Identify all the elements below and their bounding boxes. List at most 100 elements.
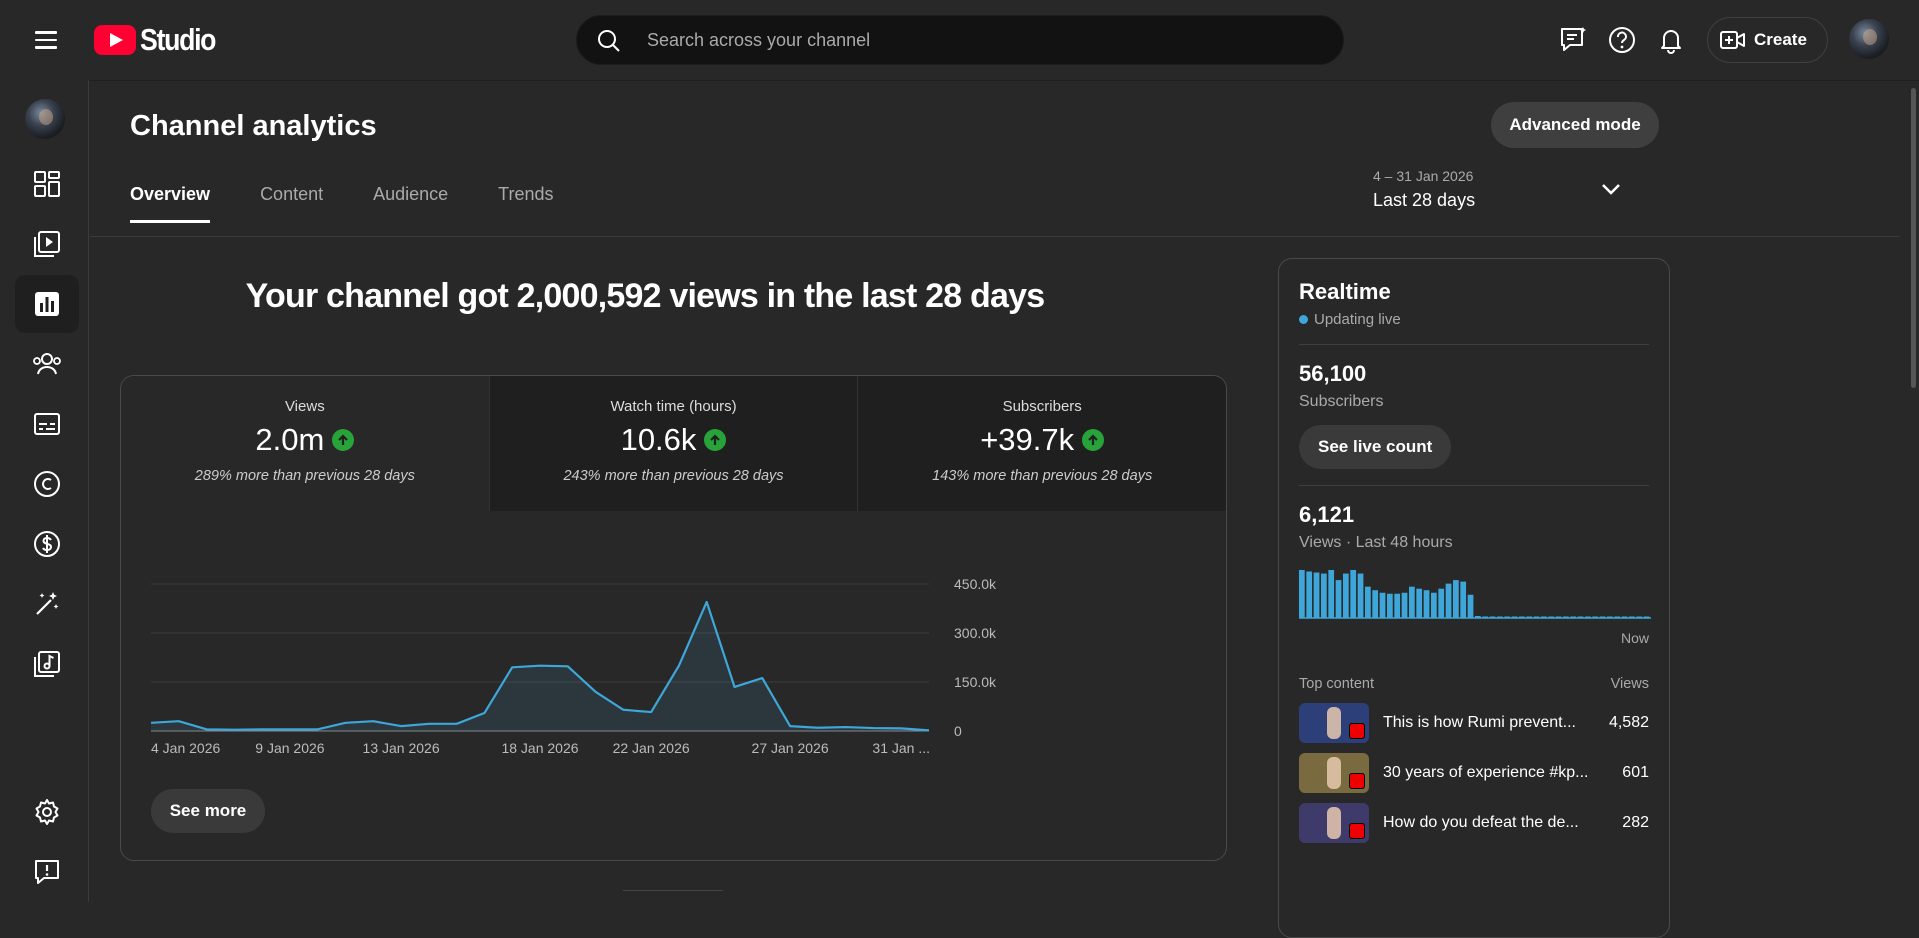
y-tick-label: 150.0k [954,674,997,690]
realtime-bar [1423,590,1430,618]
realtime-views-label: Views · Last 48 hours [1299,534,1453,551]
channel-avatar[interactable] [25,99,65,139]
realtime-bar [1416,588,1423,618]
hamburger-menu-icon[interactable] [28,22,64,58]
x-tick-label: 22 Jan 2026 [613,740,690,756]
sidebar [0,80,89,902]
realtime-bar [1394,593,1401,618]
metric-value: +39.7k [980,422,1075,457]
live-dot-icon [1299,315,1308,324]
metric-comparison: 289% more than previous 28 days [194,468,415,484]
x-tick-label: 13 Jan 2026 [363,740,440,756]
metric-label: Watch time (hours) [610,398,737,415]
x-tick-label: 27 Jan 2026 [752,740,829,756]
x-tick-label: 4 Jan 2026 [151,740,220,756]
community-icon [33,353,61,375]
realtime-subscribers-value: 56,100 [1299,361,1367,386]
realtime-bar [1299,570,1305,618]
logo-text: Studio [140,22,216,57]
realtime-bar [1445,583,1452,618]
date-range-dates: 4 – 31 Jan 2026 [1373,168,1474,184]
y-tick-label: 300.0k [954,625,997,641]
search-input[interactable] [647,16,1307,64]
sidebar-item-settings[interactable] [15,783,79,841]
advanced-mode-button[interactable]: Advanced mode [1491,102,1659,148]
notifications-bell-icon[interactable] [1655,24,1687,56]
analytics-tabs: Overview Content Audience Trends [130,184,554,223]
tab-overview[interactable]: Overview [130,184,211,223]
tab-content[interactable]: Content [260,184,324,204]
sidebar-item-dashboard[interactable] [15,155,79,213]
realtime-bar [1335,580,1342,618]
sidebar-item-feedback[interactable] [15,843,79,901]
realtime-bar [1409,586,1415,618]
top-content-item[interactable]: 30 years of experience #kp... 601 [1299,753,1649,793]
metric-value: 10.6k [620,422,697,457]
see-more-button[interactable]: See more [151,789,265,833]
views-headline: Your channel got 2,000,592 views in the … [245,277,1045,315]
page-title: Channel analytics [130,110,377,142]
realtime-bar [1401,592,1408,618]
feedback-icon [35,860,59,884]
shorts-icon [1349,773,1365,789]
metric-subscribers[interactable]: Subscribers +39.7k 143% more than previo… [858,376,1226,511]
help-icon[interactable] [1606,24,1638,56]
top-content-item[interactable]: How do you defeat the de... 282 [1299,803,1649,843]
sidebar-item-subtitles[interactable] [15,395,79,453]
search-bar[interactable] [576,15,1344,65]
shorts-icon [1349,823,1365,839]
video-title: How do you defeat the de... [1383,814,1579,831]
metric-watch-time[interactable]: Watch time (hours) 10.6k 243% more than … [489,376,859,511]
audio-library-icon [34,651,60,677]
comments-icon[interactable] [1558,24,1590,56]
tab-trends[interactable]: Trends [498,184,554,204]
realtime-bar [1467,594,1474,618]
create-button[interactable]: Create [1707,17,1828,63]
tab-audience[interactable]: Audience [373,184,449,204]
top-content-item[interactable]: This is how Rumi prevent... 4,582 [1299,703,1649,743]
video-title: This is how Rumi prevent... [1383,714,1576,731]
divider [1299,344,1649,345]
realtime-bar [1328,570,1335,618]
realtime-bar [1372,590,1379,618]
sidebar-item-community[interactable] [15,335,79,393]
analytics-icon [35,292,59,316]
metric-label: Views [284,398,325,415]
sidebar-item-customization[interactable] [15,575,79,633]
realtime-bar [1438,588,1445,618]
date-range-label: Last 28 days [1373,190,1476,210]
sidebar-item-copyright[interactable] [15,455,79,513]
realtime-bar [1475,615,1481,618]
realtime-bar [1379,592,1386,618]
realtime-bar [1431,592,1437,618]
sidebar-item-audio-library[interactable] [15,635,79,693]
realtime-bar [1306,571,1313,618]
page-scrollbar[interactable] [1908,80,1919,902]
account-avatar[interactable] [1849,19,1889,59]
x-tick-label: 31 Jan ... [872,740,930,756]
overview-chart-card: Views 2.0m 289% more than previous 28 da… [120,375,1227,861]
metric-views[interactable]: Views 2.0m 289% more than previous 28 da… [121,376,490,511]
sidebar-item-earn[interactable] [15,515,79,573]
video-views: 601 [1622,764,1649,781]
realtime-bar [1350,570,1357,618]
studio-logo[interactable]: Studio [94,22,227,58]
arrow-up-icon [1082,429,1105,451]
realtime-subscribers-label: Subscribers [1299,393,1384,410]
dollar-icon [34,531,60,557]
date-range-selector[interactable]: 4 – 31 Jan 2026 Last 28 days [1373,168,1623,211]
video-thumbnail [1299,753,1369,793]
sidebar-item-content[interactable] [15,215,79,273]
y-tick-label: 450.0k [954,576,997,592]
sidebar-item-analytics[interactable] [15,275,79,333]
copyright-icon [34,471,60,497]
search-icon [598,30,620,52]
video-views: 282 [1622,814,1649,831]
now-label: Now [1620,630,1649,646]
content-library-icon [34,231,60,257]
top-content-label: Top content [1299,676,1374,692]
see-live-count-button[interactable]: See live count [1299,425,1452,469]
x-tick-label: 9 Jan 2026 [255,740,324,756]
realtime-bar [1313,572,1320,618]
youtube-logo-icon [94,25,136,55]
